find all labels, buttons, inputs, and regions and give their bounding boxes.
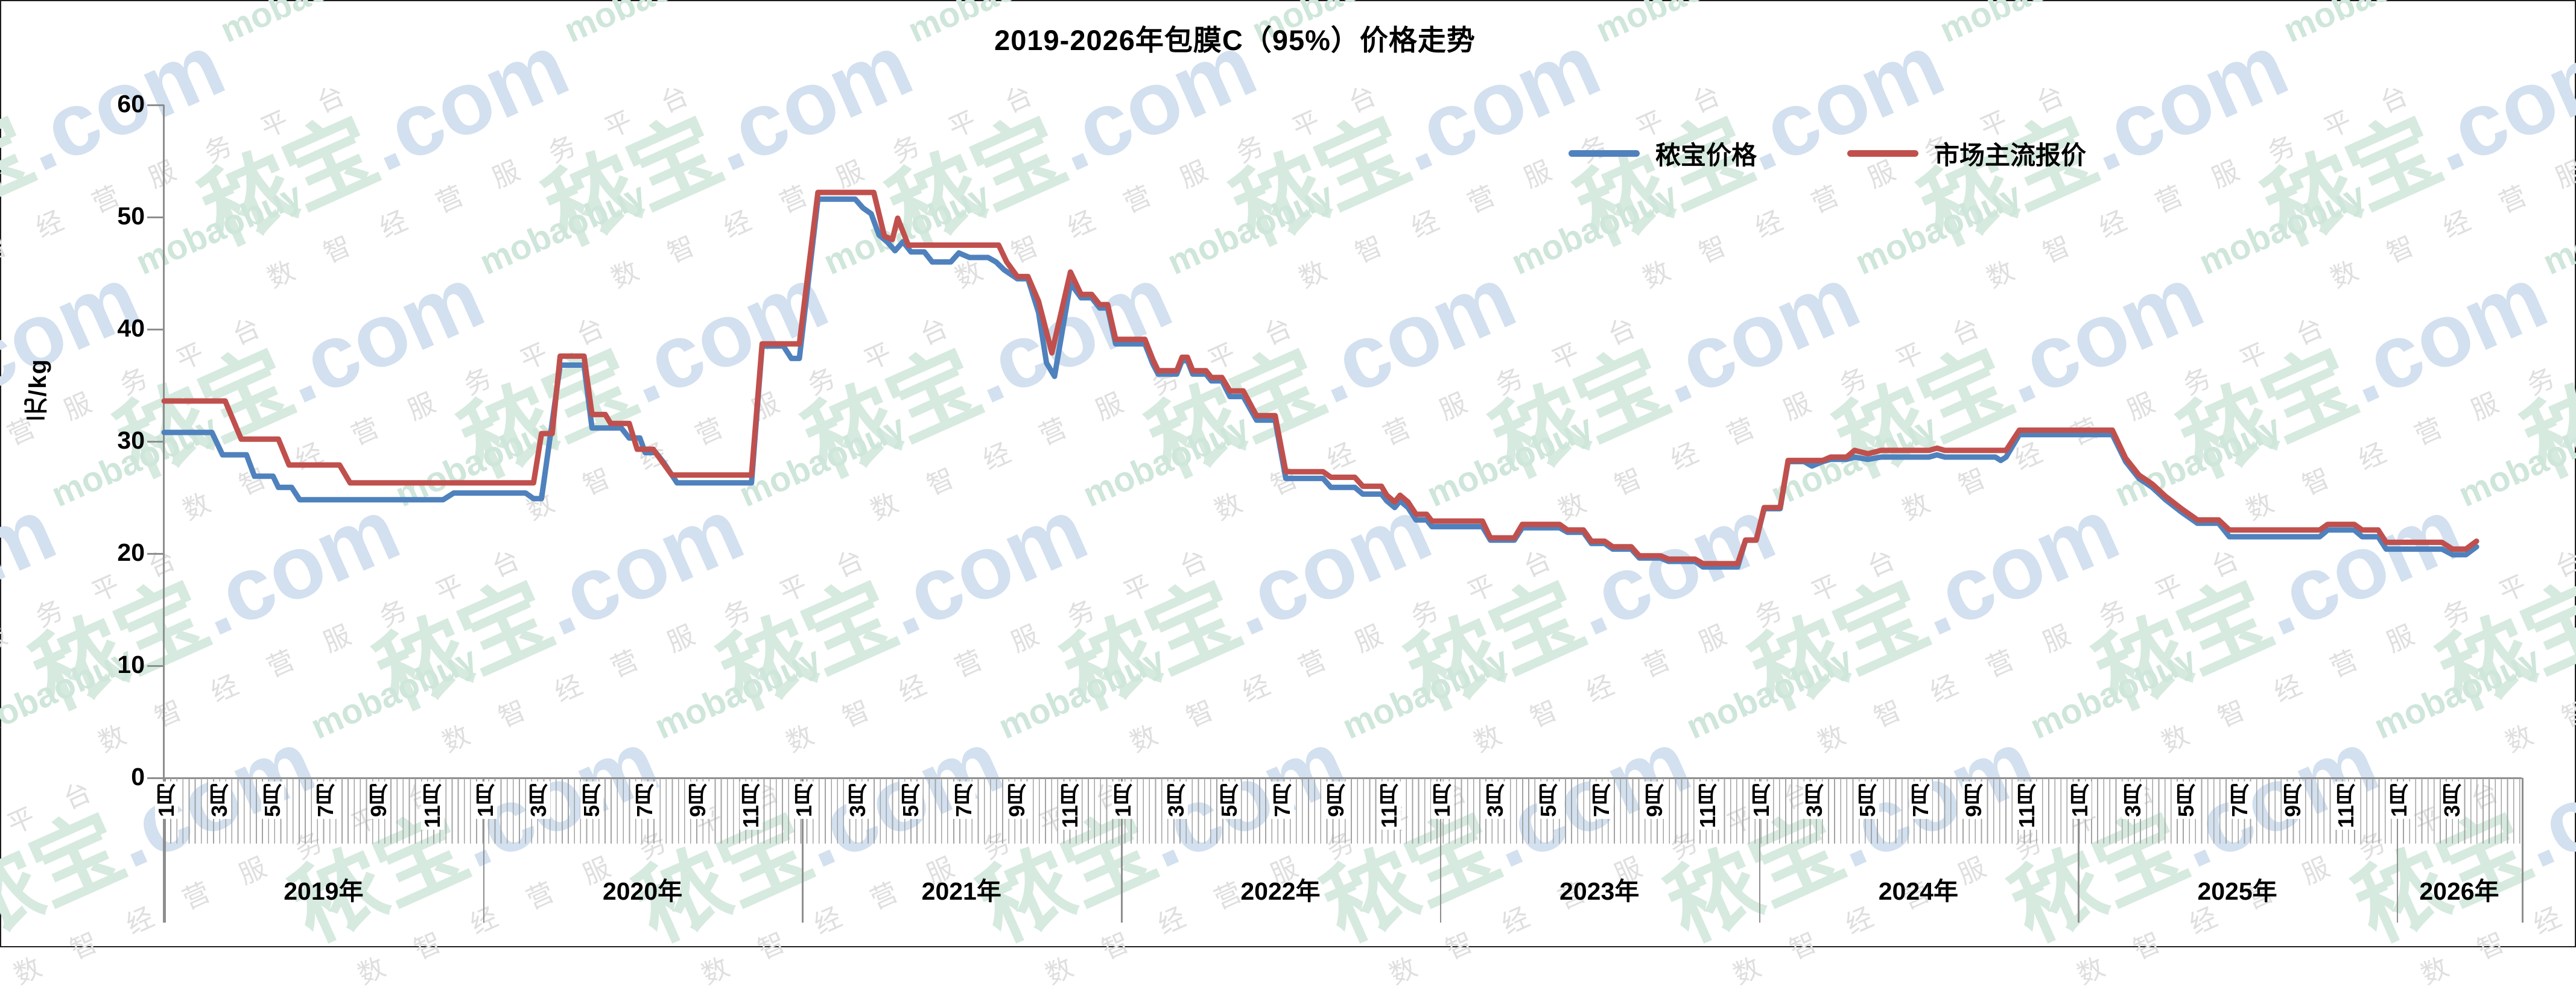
y-tick-mark — [147, 441, 164, 443]
x-axis-year-label: 2021年 — [921, 877, 1001, 905]
y-tick-label: 0 — [131, 763, 145, 791]
chart-title: 2019-2026年包膜C（95%）价格走势 — [994, 24, 1476, 56]
y-tick-label: 50 — [117, 202, 145, 230]
series-line-market-quote — [161, 189, 2479, 567]
chart-legend: 秾宝价格 市场主流报价 — [1569, 135, 2086, 172]
legend-item-nongbao-price: 秾宝价格 — [1569, 135, 1757, 172]
year-divider — [1121, 778, 1123, 923]
year-divider — [1439, 778, 1442, 923]
y-tick-label: 30 — [117, 426, 145, 454]
year-divider — [2078, 778, 2080, 923]
year-divider — [483, 778, 485, 923]
y-tick-label: 40 — [117, 314, 145, 342]
x-axis-year-label: 2020年 — [602, 877, 683, 905]
series-line-nongbao-price — [161, 196, 2479, 570]
x-axis-year-label: 2026年 — [2419, 877, 2499, 905]
y-tick-mark — [147, 104, 164, 106]
legend-label: 秾宝价格 — [1655, 141, 1757, 169]
x-axis-year-label: 2022年 — [1240, 877, 1321, 905]
price-chart-plot — [161, 189, 2479, 570]
x-axis-year-label: 2024年 — [1878, 877, 1958, 905]
x-axis-year-label: 2019年 — [284, 877, 364, 905]
y-tick-mark — [147, 553, 164, 555]
y-tick-mark — [147, 665, 164, 667]
year-divider — [1759, 778, 1761, 923]
y-tick-label: 20 — [117, 538, 145, 566]
year-divider — [2522, 778, 2524, 923]
year-divider — [164, 778, 166, 923]
x-axis-year-label: 2023年 — [1559, 877, 1640, 905]
x-axis-year-label: 2025年 — [2197, 877, 2277, 905]
y-tick-mark — [147, 329, 164, 330]
y-tick-label: 60 — [117, 90, 145, 118]
legend-label: 市场主流报价 — [1934, 141, 2087, 169]
year-divider — [2396, 778, 2399, 923]
y-tick-mark — [147, 777, 164, 779]
legend-item-market-quote: 市场主流报价 — [1847, 135, 2086, 172]
y-tick-label: 10 — [117, 651, 145, 678]
y-axis-line — [163, 105, 165, 923]
legend-line-swatch — [1847, 150, 1919, 157]
year-divider — [802, 778, 804, 923]
y-tick-mark — [147, 216, 164, 218]
x-axis-line — [164, 777, 2522, 779]
legend-line-swatch — [1569, 150, 1640, 157]
